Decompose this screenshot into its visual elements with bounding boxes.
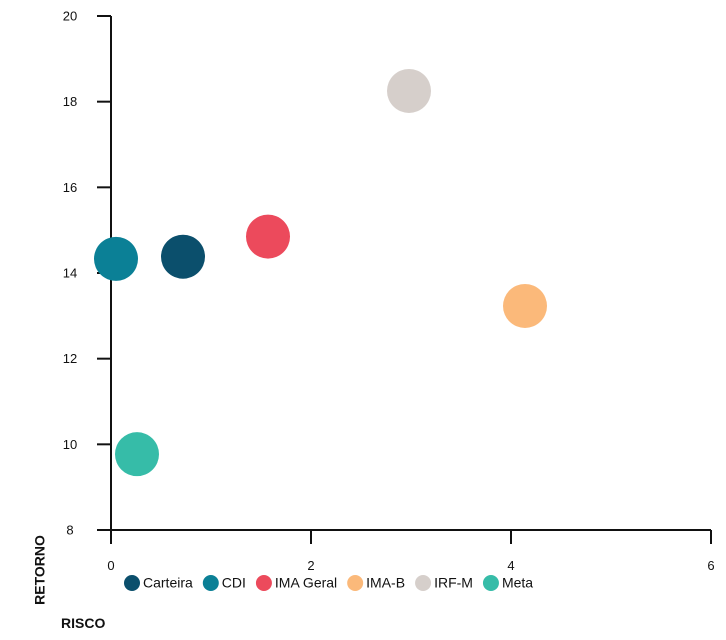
legend-marker xyxy=(255,575,272,591)
y-tick-label: 18 xyxy=(63,94,77,109)
legend: Carteira CDI IMA Geral IMA-B IRF-M Meta xyxy=(124,575,533,591)
legend-label: Carteira xyxy=(143,575,193,591)
x-axis-title: RISCO xyxy=(61,615,105,631)
legend-label: IRF-M xyxy=(434,575,473,591)
legend-marker xyxy=(347,575,364,591)
x-ticks: 0 2 4 6 xyxy=(107,530,715,573)
x-tick-label: 6 xyxy=(707,558,714,573)
legend-label: IMA Geral xyxy=(275,575,337,591)
y-tick-label: 8 xyxy=(66,522,73,537)
point-cdi xyxy=(94,236,138,281)
y-ticks: 8 10 12 14 16 18 20 xyxy=(63,8,111,537)
legend-marker xyxy=(124,575,140,591)
x-tick-label: 2 xyxy=(307,558,314,573)
legend-marker xyxy=(415,575,432,591)
point-meta xyxy=(115,432,159,477)
legend-label: IMA-B xyxy=(366,575,405,591)
legend-label: CDI xyxy=(222,575,246,591)
data-points xyxy=(94,68,547,477)
legend-marker xyxy=(202,575,219,591)
point-ima-b xyxy=(503,283,547,328)
y-tick-label: 20 xyxy=(63,8,77,23)
y-axis-title: RETORNO xyxy=(32,535,48,605)
y-tick-label: 16 xyxy=(63,180,77,195)
x-tick-label: 0 xyxy=(107,558,114,573)
y-tick-label: 12 xyxy=(63,351,77,366)
point-carteira xyxy=(161,234,205,279)
point-ima-geral xyxy=(246,214,290,259)
legend-marker xyxy=(482,575,499,591)
point-irf-m xyxy=(387,68,431,113)
legend-label: Meta xyxy=(502,575,533,591)
x-tick-label: 4 xyxy=(507,558,514,573)
y-tick-label: 10 xyxy=(63,437,77,452)
y-tick-label: 14 xyxy=(63,265,77,280)
